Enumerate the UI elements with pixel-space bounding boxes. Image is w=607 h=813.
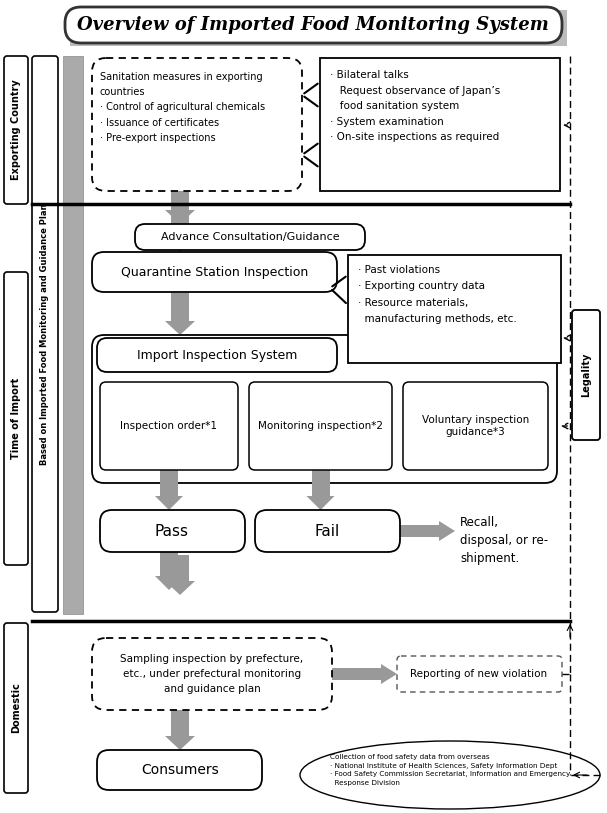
Text: Inspection order*1: Inspection order*1 — [121, 421, 217, 431]
Text: Collection of food safety data from overseas
· National Institute of Health Scie: Collection of food safety data from over… — [330, 754, 570, 785]
FancyBboxPatch shape — [92, 252, 337, 292]
Bar — [63, 56, 83, 614]
Bar — [70, 10, 567, 46]
FancyBboxPatch shape — [92, 638, 332, 710]
Text: Quarantine Station Inspection: Quarantine Station Inspection — [121, 266, 308, 279]
Polygon shape — [381, 664, 397, 684]
Text: Time of Import: Time of Import — [11, 377, 21, 459]
Bar — [160, 470, 178, 496]
Bar — [171, 204, 189, 238]
Polygon shape — [165, 210, 195, 224]
Bar — [320, 58, 560, 191]
Text: · Past violations
· Exporting country data
· Resource materials,
  manufacturing: · Past violations · Exporting country da… — [358, 265, 517, 324]
Polygon shape — [165, 321, 195, 335]
FancyBboxPatch shape — [32, 56, 58, 612]
Bar — [160, 552, 178, 576]
FancyBboxPatch shape — [92, 335, 557, 483]
Text: Overview of Imported Food Monitoring System: Overview of Imported Food Monitoring Sys… — [77, 16, 549, 34]
FancyBboxPatch shape — [92, 58, 302, 191]
Bar — [171, 293, 189, 321]
Text: Recall,
disposal, or re-
shipment.: Recall, disposal, or re- shipment. — [460, 516, 548, 565]
Text: Consumers: Consumers — [141, 763, 219, 777]
FancyBboxPatch shape — [4, 272, 28, 565]
FancyBboxPatch shape — [4, 56, 28, 204]
Polygon shape — [307, 496, 334, 510]
FancyBboxPatch shape — [65, 7, 562, 43]
Polygon shape — [155, 576, 183, 590]
Text: Pass: Pass — [155, 524, 189, 538]
Text: · Bilateral talks
   Request observance of Japan’s
   food sanitation system
· S: · Bilateral talks Request observance of … — [330, 70, 500, 142]
Bar — [171, 555, 189, 581]
Bar — [348, 255, 561, 363]
Polygon shape — [165, 238, 195, 252]
Polygon shape — [155, 496, 183, 510]
Polygon shape — [165, 581, 195, 595]
FancyBboxPatch shape — [97, 750, 262, 790]
Text: Exporting Country: Exporting Country — [11, 80, 21, 180]
Text: Sampling inspection by prefecture,
etc., under prefectural monitoring
and guidan: Sampling inspection by prefecture, etc.,… — [120, 654, 304, 693]
Ellipse shape — [300, 741, 600, 809]
FancyBboxPatch shape — [100, 510, 245, 552]
FancyBboxPatch shape — [572, 310, 600, 440]
Bar — [400, 525, 439, 537]
Polygon shape — [439, 521, 455, 541]
Text: Based on Imported Food Monitoring and Guidance Plan: Based on Imported Food Monitoring and Gu… — [41, 203, 50, 465]
Polygon shape — [165, 736, 195, 750]
FancyBboxPatch shape — [397, 656, 562, 692]
Text: Legality: Legality — [581, 353, 591, 398]
Text: Voluntary inspection
guidance*3: Voluntary inspection guidance*3 — [422, 415, 529, 437]
Text: Advance Consultation/Guidance: Advance Consultation/Guidance — [161, 232, 339, 242]
FancyBboxPatch shape — [100, 382, 238, 470]
FancyBboxPatch shape — [135, 224, 365, 250]
Text: Monitoring inspection*2: Monitoring inspection*2 — [258, 421, 383, 431]
Text: Import Inspection System: Import Inspection System — [137, 349, 297, 362]
Bar — [332, 668, 381, 680]
FancyBboxPatch shape — [255, 510, 400, 552]
FancyBboxPatch shape — [403, 382, 548, 470]
FancyBboxPatch shape — [97, 338, 337, 372]
Text: Reporting of new violation: Reporting of new violation — [410, 669, 548, 679]
Text: Fail: Fail — [314, 524, 340, 538]
Text: Domestic: Domestic — [11, 683, 21, 733]
FancyBboxPatch shape — [4, 623, 28, 793]
Bar — [171, 710, 189, 736]
Bar — [171, 191, 189, 210]
FancyBboxPatch shape — [249, 382, 392, 470]
Text: Sanitation measures in exporting
countries
· Control of agricultural chemicals
·: Sanitation measures in exporting countri… — [100, 72, 265, 143]
Bar — [311, 470, 330, 496]
